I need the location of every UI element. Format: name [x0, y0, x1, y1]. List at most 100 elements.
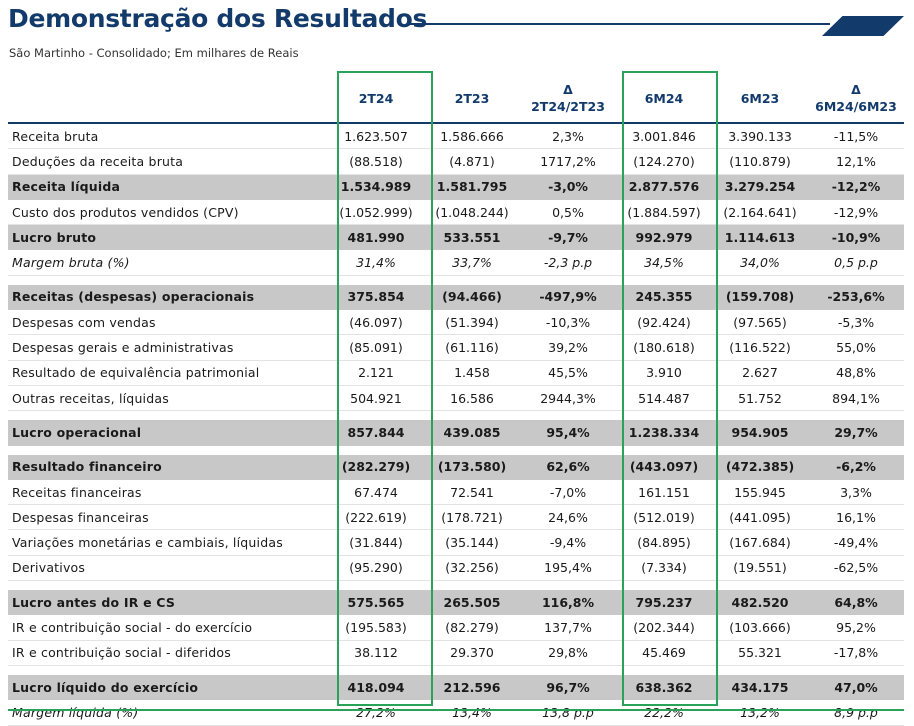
table-row: IR e contribuição social - diferidos 38.1…	[8, 640, 904, 666]
value-cell: 39,2%	[520, 334, 616, 361]
value-cell: 55.321	[712, 640, 808, 666]
value-cell: (51.394)	[424, 309, 520, 336]
value-cell: (282.279)	[328, 454, 424, 480]
value-cell: 72.541	[424, 479, 520, 506]
spacer-cell	[712, 445, 808, 455]
value-cell: 95,2%	[808, 614, 904, 641]
value-cell: -11,5%	[808, 123, 904, 150]
spacer-cell	[616, 665, 712, 675]
row-label: Resultado de equivalência patrimonial	[8, 360, 328, 386]
spacer-cell	[8, 410, 328, 421]
value-cell: 245.355	[616, 284, 712, 311]
table-row: Lucro antes do IR e CS 575.565 265.505 116,…	[8, 590, 904, 616]
value-cell: (167.684)	[712, 529, 808, 556]
value-cell: -12,2%	[808, 174, 904, 200]
spacer-cell	[328, 275, 424, 285]
value-cell: (1.884.597)	[616, 199, 712, 226]
title-rule	[410, 23, 830, 25]
value-cell: (7.334)	[616, 555, 712, 582]
value-cell: 22,2%	[616, 699, 712, 726]
value-cell: 1.114.613	[712, 224, 808, 251]
spacer-cell	[328, 580, 424, 591]
value-cell: 13,2%	[712, 699, 808, 726]
spacer-cell	[808, 275, 904, 285]
row-spacer	[8, 445, 904, 455]
value-cell: 857.844	[328, 420, 424, 446]
row-label: IR e contribuição social - do exercício	[8, 614, 328, 641]
value-cell: (85.091)	[328, 334, 424, 361]
table-row: Resultado de equivalência patrimonial 2.1…	[8, 360, 904, 386]
spacer-cell	[424, 580, 520, 591]
value-cell: (441.095)	[712, 504, 808, 531]
table-row: Lucro bruto 481.990 533.551 -9,7% 992.979 1.1…	[8, 224, 904, 251]
table-row: Variações monetárias e cambiais, líquida…	[8, 529, 904, 556]
value-cell: 3,3%	[808, 479, 904, 506]
row-label: Resultado financeiro	[8, 454, 328, 480]
spacer-cell	[328, 410, 424, 421]
value-cell: 137,7%	[520, 614, 616, 641]
value-cell: (195.583)	[328, 614, 424, 641]
value-cell: 64,8%	[808, 590, 904, 616]
table-row: Receitas (despesas) operacionais 375.854(…	[8, 284, 904, 311]
value-cell: 992.979	[616, 224, 712, 251]
value-cell: -49,4%	[808, 529, 904, 556]
header-6m23: 6M23	[712, 74, 808, 124]
table-row: Custo dos produtos vendidos (CPV) (1.052.…	[8, 199, 904, 226]
value-cell: 47,0%	[808, 674, 904, 701]
table-row: Lucro líquido do exercício 418.094 212.596…	[8, 674, 904, 701]
value-cell: 265.505	[424, 590, 520, 616]
value-cell: 3.390.133	[712, 123, 808, 150]
spacer-cell	[712, 410, 808, 421]
spacer-cell	[328, 665, 424, 675]
value-cell: 48,8%	[808, 360, 904, 386]
value-cell: 2.121	[328, 360, 424, 386]
value-cell: (84.895)	[616, 529, 712, 556]
value-cell: 29.370	[424, 640, 520, 666]
value-cell: (512.019)	[616, 504, 712, 531]
table-row: Lucro operacional 857.844 439.085 95,4% 1.23…	[8, 420, 904, 446]
income-statement-table: 2T24 2T23 Δ 2T24/2T23 6M24 6M23 Δ 6M24/6M2…	[8, 74, 904, 726]
value-cell: (103.666)	[712, 614, 808, 641]
row-label: Outras receitas, líquidas	[8, 385, 328, 412]
table-row: Despesas gerais e administrativas (85.091…	[8, 334, 904, 361]
value-cell: -10,3%	[520, 309, 616, 336]
spacer-cell	[8, 275, 328, 285]
value-cell: -253,6%	[808, 284, 904, 311]
row-label: Despesas com vendas	[8, 309, 328, 336]
value-cell: 894,1%	[808, 385, 904, 412]
value-cell: 1.238.334	[616, 420, 712, 446]
spacer-cell	[520, 580, 616, 591]
value-cell: 1.623.507	[328, 123, 424, 150]
value-cell: 514.487	[616, 385, 712, 412]
value-cell: 45,5%	[520, 360, 616, 386]
spacer-cell	[808, 665, 904, 675]
value-cell: 375.854	[328, 284, 424, 311]
value-cell: 67.474	[328, 479, 424, 506]
spacer-cell	[808, 580, 904, 591]
value-cell: 434.175	[712, 674, 808, 701]
value-cell: -9,4%	[520, 529, 616, 556]
value-cell: 13,4%	[424, 699, 520, 726]
table-row: Outras receitas, líquidas 504.921 16.586 29…	[8, 385, 904, 412]
value-cell: 1717,2%	[520, 148, 616, 175]
row-label: Despesas gerais e administrativas	[8, 334, 328, 361]
value-cell: (31.844)	[328, 529, 424, 556]
row-label: Custo dos produtos vendidos (CPV)	[8, 199, 328, 226]
value-cell: 38.112	[328, 640, 424, 666]
header-2t23: 2T23	[424, 74, 520, 124]
value-cell: 116,8%	[520, 590, 616, 616]
value-cell: 0,5 p.p	[808, 249, 904, 276]
value-cell: (178.721)	[424, 504, 520, 531]
value-cell: 954.905	[712, 420, 808, 446]
value-cell: 55,0%	[808, 334, 904, 361]
row-label: Receitas financeiras	[8, 479, 328, 506]
table-row: Receita bruta 1.623.507 1.586.666 2,3% 3.001…	[8, 123, 904, 150]
value-cell: -497,9%	[520, 284, 616, 311]
value-cell: 155.945	[712, 479, 808, 506]
value-cell: -5,3%	[808, 309, 904, 336]
value-cell: 24,6%	[520, 504, 616, 531]
spacer-cell	[424, 445, 520, 455]
value-cell: (95.290)	[328, 555, 424, 582]
row-spacer	[8, 580, 904, 591]
value-cell: 29,8%	[520, 640, 616, 666]
